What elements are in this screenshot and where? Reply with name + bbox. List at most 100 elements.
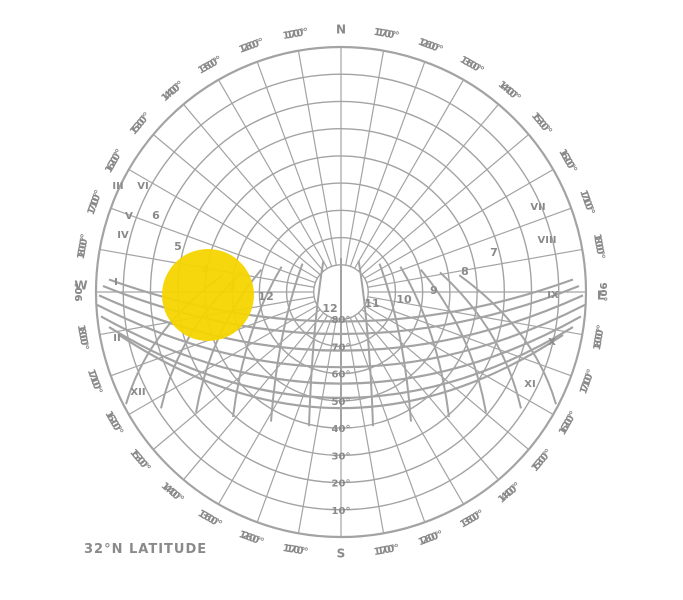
azimuth-label: 120° — [556, 147, 578, 175]
hour-label: 11 — [364, 297, 379, 310]
altitude-label: 50° — [332, 397, 351, 408]
azimuth-line — [367, 248, 583, 288]
azimuth-label: 120° — [102, 409, 124, 437]
azimuth-label: 150° — [196, 54, 224, 76]
azimuth-label: 120° — [557, 409, 579, 437]
hour-line — [308, 260, 325, 427]
azimuth-line — [361, 134, 530, 275]
altitude-label: 30° — [332, 451, 351, 462]
azimuth-label: 90° — [597, 283, 608, 302]
azimuth-label: 170° — [282, 543, 309, 558]
azimuth-label: 140° — [496, 481, 523, 506]
altitude-label: 70° — [332, 342, 351, 353]
azimuth-line — [128, 168, 318, 279]
azimuth-label: 140° — [496, 79, 523, 104]
hour-label: 6 — [152, 209, 160, 222]
month-label: I — [114, 277, 118, 288]
west-label: W — [74, 279, 87, 293]
hour-line — [357, 260, 374, 427]
azimuth-label: 120° — [103, 147, 125, 175]
altitude-label: 10° — [332, 506, 351, 517]
altitude-label: 80° — [332, 315, 351, 326]
hour-label: 1 — [258, 290, 266, 303]
hour-line — [419, 268, 487, 413]
hour-label: 2 — [266, 290, 274, 303]
azimuth-label: 160° — [237, 529, 265, 548]
azimuth-label: 130° — [530, 447, 555, 474]
azimuth-label: 150° — [458, 54, 486, 76]
azimuth-line — [217, 79, 328, 269]
month-label: V — [125, 211, 133, 222]
azimuth-label: 10° — [285, 27, 306, 41]
azimuth-label: 100° — [76, 233, 91, 260]
hour-line — [399, 266, 450, 418]
east-label: E — [597, 289, 605, 303]
azimuth-line — [349, 61, 426, 267]
hour-label: 5 — [174, 240, 182, 253]
azimuth-label: 160° — [416, 37, 444, 56]
azimuth-label: 80° — [75, 327, 89, 348]
latitude-caption: 32°N LATITUDE — [84, 542, 208, 557]
azimuth-label: 90° — [74, 283, 85, 302]
south-label: S — [337, 547, 346, 561]
azimuth-line — [183, 103, 324, 272]
azimuth-line — [345, 318, 385, 534]
hour-label: 8 — [461, 265, 469, 278]
north-label: N — [336, 23, 346, 37]
month-label: II — [113, 333, 120, 344]
azimuth-label: 150° — [458, 508, 486, 530]
month-label: IX — [547, 290, 559, 301]
azimuth-line — [297, 50, 337, 266]
month-label: IV — [117, 230, 129, 241]
azimuth-label: 130° — [529, 110, 554, 137]
azimuth-line — [297, 318, 337, 534]
azimuth-label: 130° — [128, 110, 153, 137]
sun-marker — [162, 249, 254, 341]
azimuth-label: 160° — [417, 529, 445, 548]
azimuth-label: 110° — [578, 368, 597, 396]
azimuth-label: 100° — [75, 324, 90, 351]
azimuth-line — [345, 50, 385, 266]
hour-label: 10 — [396, 293, 412, 306]
azimuth-label: 110° — [577, 189, 596, 217]
hour-line — [458, 274, 557, 405]
azimuth-label: 170° — [282, 27, 309, 42]
azimuth-label: 100° — [591, 233, 606, 260]
azimuth-label: 90° — [74, 283, 85, 302]
hour-line — [232, 266, 283, 418]
azimuth-line — [354, 79, 465, 269]
azimuth-label: 90° — [597, 283, 608, 302]
month-label: XII — [130, 387, 145, 398]
azimuth-label: 130° — [127, 447, 152, 474]
azimuth-line — [256, 317, 333, 523]
hour-line — [378, 263, 412, 422]
altitude-label: 40° — [332, 424, 351, 435]
altitude-label: 20° — [332, 479, 351, 490]
azimuth-label: 170° — [373, 543, 400, 558]
hour-line — [270, 263, 304, 422]
azimuth-line — [358, 103, 499, 272]
azimuth-line — [366, 300, 572, 377]
azimuth-label: 110° — [86, 189, 105, 217]
altitude-label: 60° — [332, 370, 351, 381]
hour-label: 7 — [490, 246, 498, 259]
azimuth-label: 140° — [159, 79, 186, 104]
azimuth-line — [152, 134, 321, 275]
azimuth-label: 100° — [592, 324, 607, 351]
hour-label: 9 — [430, 284, 438, 297]
hour-line — [439, 271, 522, 409]
azimuth-label: 10° — [376, 27, 397, 41]
month-label: III — [112, 181, 123, 192]
azimuth-line — [256, 61, 333, 267]
azimuth-line — [349, 317, 426, 523]
azimuth-label: 80° — [592, 327, 606, 348]
azimuth-line — [366, 207, 572, 284]
azimuth-label: 170° — [373, 27, 400, 42]
azimuth-label: 110° — [85, 368, 104, 396]
azimuth-line — [367, 296, 583, 336]
hour-label: 12 — [322, 302, 337, 315]
azimuth-line — [110, 207, 316, 284]
azimuth-label: 10° — [285, 543, 306, 557]
azimuth-label: 160° — [238, 37, 266, 56]
